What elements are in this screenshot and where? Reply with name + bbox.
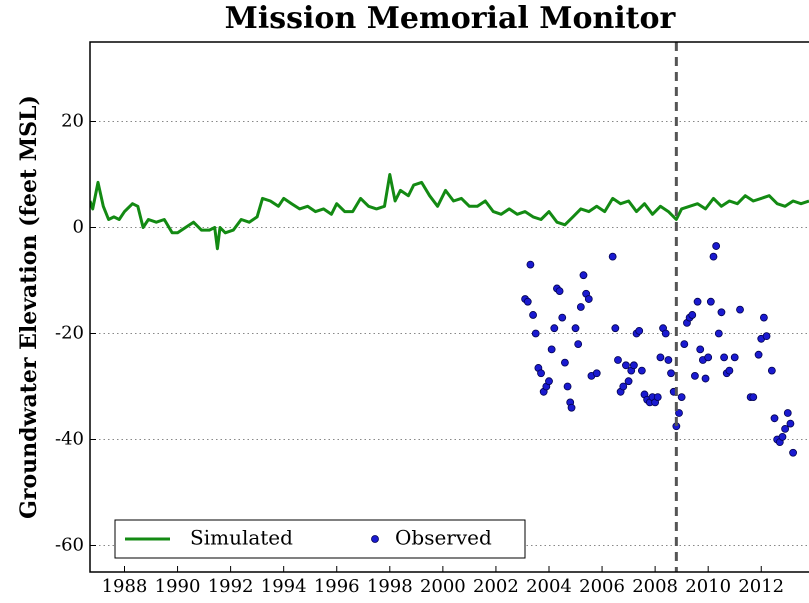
x-tick-label: 2002	[473, 576, 519, 597]
x-tick-label: 2012	[738, 576, 784, 597]
y-tick-label: -40	[55, 429, 84, 450]
observed-point	[622, 361, 630, 370]
observed-point	[720, 353, 728, 362]
x-tick-label: 2006	[579, 576, 625, 597]
simulated-line	[90, 173, 809, 251]
y-tick-label: 0	[73, 217, 84, 238]
observed-point	[709, 252, 718, 261]
observed-point	[706, 297, 715, 306]
legend-box	[114, 519, 526, 559]
x-tick-label: 2000	[420, 576, 466, 597]
observed-point	[637, 366, 646, 375]
observed-point	[545, 377, 553, 386]
plot-frame	[89, 41, 809, 573]
observed-point	[584, 295, 593, 303]
observed-point	[531, 329, 540, 338]
observed-point	[523, 297, 532, 306]
observed-point	[688, 311, 697, 319]
observed-point	[762, 332, 771, 341]
observed-point	[696, 345, 705, 354]
observed-point	[555, 287, 564, 296]
observed-point	[567, 403, 576, 412]
observed-point	[614, 356, 622, 364]
observed-point	[680, 340, 689, 349]
observed-point	[770, 414, 779, 423]
observed-point	[592, 369, 601, 378]
observed-point	[550, 324, 559, 333]
observed-point	[629, 361, 638, 370]
observed-point	[704, 353, 713, 362]
observed-point	[701, 374, 710, 383]
observed-point	[547, 345, 556, 354]
observed-point	[786, 419, 795, 428]
observed-point	[635, 326, 644, 335]
observed-point	[675, 409, 683, 417]
observed-point	[749, 393, 758, 402]
observed-point	[759, 313, 768, 322]
observed-point	[661, 329, 670, 338]
observed-point	[558, 313, 567, 322]
x-tick-label: 1998	[367, 576, 413, 597]
observed-point	[736, 305, 744, 314]
plot-area	[90, 42, 809, 572]
grid	[90, 121, 809, 572]
observed-point	[656, 353, 665, 362]
legend: Simulated Observed	[114, 519, 526, 559]
observed-point	[730, 353, 739, 362]
observed-point	[693, 297, 702, 306]
y-tick-label: -60	[55, 535, 84, 556]
observed-point	[526, 260, 535, 269]
observed-point	[624, 377, 633, 386]
x-tick-label: 1994	[261, 576, 307, 597]
x-tick-label: 2010	[685, 576, 731, 597]
observed-point	[608, 252, 617, 261]
observed-point	[579, 271, 588, 280]
x-tick-label: 1988	[102, 576, 148, 597]
observed-point	[537, 369, 545, 378]
observed-point	[664, 356, 673, 364]
observed-point	[561, 358, 569, 367]
legend-swatch	[371, 535, 379, 543]
observed-point	[563, 382, 572, 391]
y-tick-label: 20	[61, 111, 84, 132]
legend-label: Observed	[395, 526, 492, 550]
x-tick-label: 1992	[208, 576, 254, 597]
y-tick-label: -20	[55, 323, 84, 344]
observed-point	[529, 311, 537, 319]
observed-point	[667, 369, 675, 378]
y-axis-label: Groundwater Elevation (feet MSL)	[16, 95, 42, 519]
x-tick-label: 2004	[526, 576, 572, 597]
observed-point	[712, 242, 721, 250]
observed-point	[783, 409, 792, 417]
observed-point	[571, 324, 580, 333]
observed-point	[717, 308, 726, 317]
observed-point	[574, 340, 583, 349]
observed-point	[781, 424, 790, 433]
observed-point	[677, 393, 686, 402]
observed-point	[767, 366, 776, 375]
x-tick-label: 2008	[632, 576, 678, 597]
legend-label: Simulated	[190, 526, 293, 550]
observed-point	[725, 366, 734, 375]
observed-point	[611, 324, 620, 333]
observed-point	[754, 350, 763, 359]
chart-title: Mission Memorial Monitor	[225, 1, 677, 36]
observed-point	[714, 329, 723, 338]
x-tick-label: 1996	[314, 576, 360, 597]
x-tick-label: 1990	[155, 576, 201, 597]
observed-point	[778, 432, 787, 441]
observed-point	[653, 393, 662, 402]
observed-point	[691, 371, 699, 380]
observed-point	[789, 448, 797, 457]
observed-point	[576, 303, 585, 311]
observed-point	[619, 382, 628, 391]
